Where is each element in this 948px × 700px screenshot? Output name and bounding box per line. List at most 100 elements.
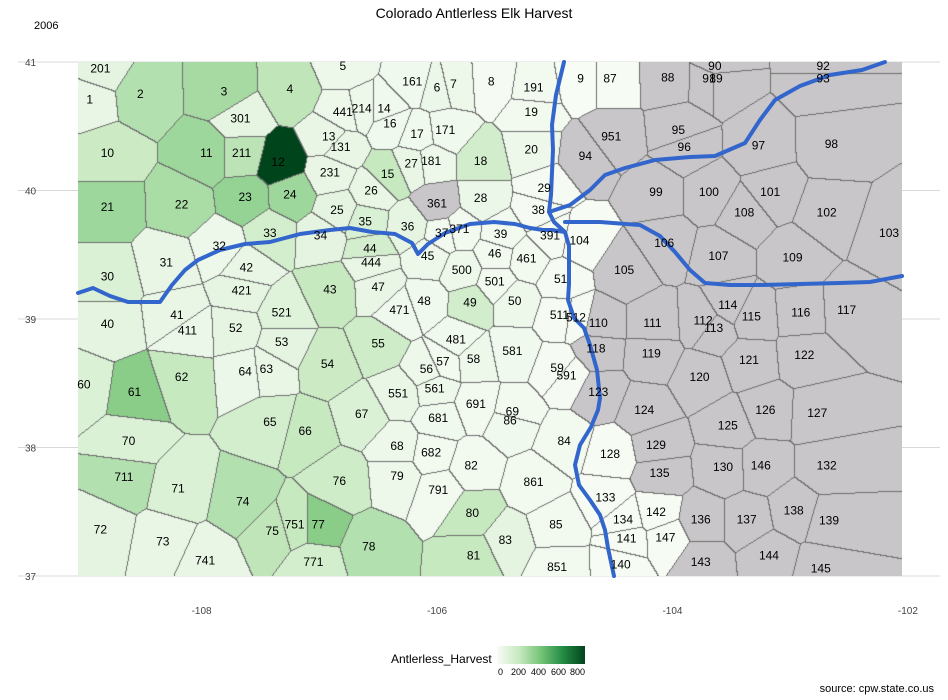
unit-label: 139 [819, 514, 839, 528]
unit-label: 52 [229, 321, 243, 335]
unit-label: 111 [643, 316, 662, 330]
unit-label: 97 [752, 139, 766, 153]
unit-label: 130 [713, 460, 733, 474]
unit-label: 58 [467, 352, 481, 366]
unit-label: 471 [389, 303, 409, 317]
unit-label: 91 [702, 72, 716, 86]
unit-label: 100 [699, 185, 719, 199]
unit-label: 20 [525, 142, 539, 156]
map-subtitle: 2006 [34, 20, 59, 32]
x-tick-label: -102 [898, 606, 918, 617]
unit-label: 44 [363, 241, 377, 255]
unit-label: 43 [323, 282, 337, 296]
unit-label: 118 [586, 342, 605, 356]
unit-label: 53 [275, 335, 289, 349]
unit-label: 105 [614, 263, 634, 277]
y-tick-label: 37 [25, 572, 37, 583]
unit-label: 561 [425, 381, 445, 395]
unit-label: 191 [524, 81, 544, 95]
unit-label: 104 [569, 234, 589, 248]
unit-label: 90 [708, 59, 722, 73]
unit-label: 89 [709, 72, 723, 86]
unit-label: 60 [77, 378, 91, 392]
unit-label: 41 [170, 308, 184, 322]
unit-label: 28 [474, 191, 488, 205]
unit-label: 112 [693, 313, 712, 327]
unit-label: 37 [435, 226, 449, 240]
unit-label: 73 [156, 534, 170, 548]
unit-label: 461 [516, 252, 536, 266]
unit-label: 85 [549, 518, 563, 532]
legend-color-bar [497, 646, 585, 664]
unit-label: 39 [494, 227, 508, 241]
unit-label: 78 [362, 539, 376, 553]
unit-label: 129 [646, 438, 666, 452]
unit-label: 103 [879, 226, 899, 240]
unit-label: 3 [221, 85, 228, 99]
unit-label: 581 [502, 344, 522, 358]
unit-label: 851 [547, 560, 567, 574]
unit-label: 137 [737, 512, 757, 526]
unit-label: 144 [759, 548, 779, 562]
unit-label: 127 [807, 406, 827, 420]
unit-label: 47 [371, 280, 385, 294]
unit-label: 591 [556, 369, 576, 383]
unit-label: 12 [271, 155, 285, 169]
unit-label: 147 [655, 530, 675, 544]
unit-label: 143 [691, 555, 711, 569]
unit-label: 30 [101, 270, 115, 284]
unit-label: 25 [330, 203, 344, 217]
unit-label: 14 [377, 101, 391, 115]
unit-label: 17 [410, 127, 424, 141]
unit-label: 40 [101, 317, 115, 331]
unit-label: 6 [434, 81, 441, 95]
unit-label: 24 [283, 187, 297, 201]
unit-label: 681 [428, 411, 448, 425]
unit-label: 1 [86, 92, 93, 106]
unit-label: 125 [718, 419, 738, 433]
unit-label: 444 [361, 255, 381, 269]
unit-label: 88 [661, 70, 675, 84]
unit-label: 161 [402, 74, 422, 88]
unit-label: 512 [566, 311, 586, 325]
unit-label: 682 [421, 446, 441, 460]
unit-label: 136 [691, 512, 711, 526]
unit-label: 751 [285, 518, 305, 532]
unit-label: 114 [718, 298, 737, 312]
unit-label: 500 [452, 263, 472, 277]
unit-label: 76 [333, 474, 347, 488]
unit-label: 64 [238, 365, 252, 379]
unit-label: 77 [311, 518, 325, 532]
unit-label: 84 [557, 434, 571, 448]
unit-label: 301 [230, 112, 250, 126]
unit-label: 119 [642, 347, 661, 361]
unit-label: 123 [588, 385, 608, 399]
unit-label: 371 [449, 222, 469, 236]
unit-label: 65 [263, 415, 277, 429]
unit-label: 106 [654, 236, 674, 250]
unit-label: 74 [236, 494, 250, 508]
unit-label: 55 [371, 336, 385, 350]
unit-label: 99 [649, 185, 663, 199]
unit-label: 82 [464, 458, 478, 472]
unit-label: 108 [734, 205, 754, 219]
unit-label: 134 [613, 512, 633, 526]
unit-label: 501 [485, 275, 505, 289]
unit-label: 42 [240, 261, 254, 275]
unit-label: 56 [420, 362, 434, 376]
unit-label: 92 [816, 59, 830, 73]
unit-label: 231 [320, 166, 340, 180]
unit-label: 19 [525, 105, 539, 119]
unit-label: 120 [690, 370, 710, 384]
legend-tick: 200 [511, 667, 527, 677]
unit-label: 81 [467, 548, 481, 562]
unit-label: 4 [287, 82, 294, 96]
unit-label: 54 [321, 357, 335, 371]
unit-label: 63 [260, 362, 274, 376]
highway-line [547, 60, 887, 214]
unit-label: 122 [794, 348, 814, 362]
unit-label: 791 [428, 483, 448, 497]
unit-label: 421 [232, 284, 252, 298]
unit-label: 11 [200, 146, 213, 160]
unit-label: 23 [238, 190, 252, 204]
